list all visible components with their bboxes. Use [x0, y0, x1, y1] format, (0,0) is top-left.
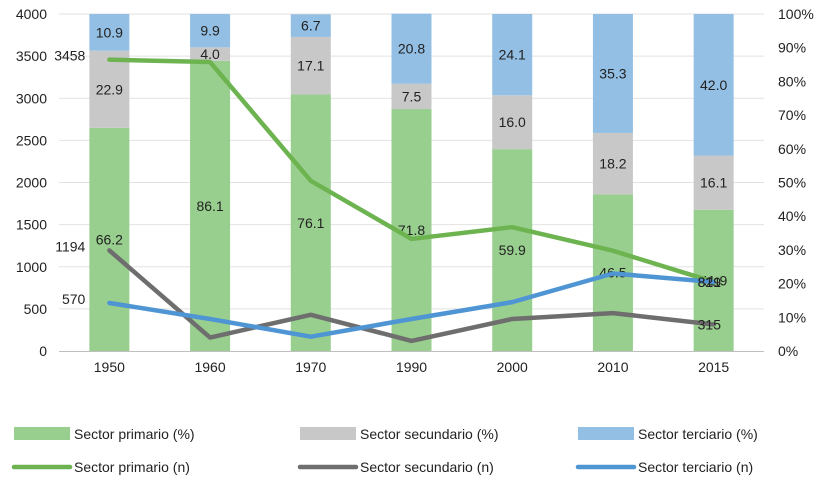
y-left-tick-label: 2000: [16, 175, 47, 191]
legend-swatch: [578, 427, 634, 440]
y-left-tick-label: 1000: [16, 259, 47, 275]
bar-segment: [592, 14, 633, 133]
legend-label: Sector secundario (n): [360, 459, 494, 475]
bar-data-label: 35.3: [599, 65, 626, 81]
bar-data-label: 17.1: [297, 58, 324, 74]
y-left-tick-label: 1500: [16, 217, 47, 233]
legend-label: Sector terciario (n): [638, 459, 753, 475]
y-right-tick-label: 30%: [778, 242, 806, 258]
line-data-label: 1194: [55, 238, 85, 254]
y-axis-left: 0 500 1000 1500 2000 2500 3000 3500 4000: [16, 6, 47, 359]
line-series: [107, 57, 716, 285]
bar-data-label: 7.5: [402, 88, 422, 104]
y-left-tick-label: 2500: [16, 132, 47, 148]
bar-segment: [592, 132, 633, 195]
line-series: [107, 271, 716, 339]
legend-swatch: [14, 427, 70, 440]
y-right-tick-label: 100%: [778, 6, 814, 22]
bar-segment: [693, 155, 734, 210]
x-tick-label: 2015: [698, 359, 729, 375]
bar-data-label: 10.9: [96, 24, 123, 40]
x-tick-label: 2000: [497, 359, 528, 375]
line-layer: [107, 57, 716, 344]
bar-data-label: 86.1: [196, 198, 223, 214]
y-right-tick-label: 50%: [778, 175, 806, 191]
y-left-tick-label: 0: [39, 343, 47, 359]
x-tick-label: 1960: [194, 359, 225, 375]
bar-segment: [89, 14, 130, 51]
bar-label-layer: 66.222.910.986.14.09.976.117.16.771.87.5…: [96, 18, 728, 289]
y-left-tick-label: 4000: [16, 6, 47, 22]
legend-swatch: [300, 427, 356, 440]
bar-data-label: 59.9: [499, 242, 526, 258]
bar-segment: [391, 13, 432, 84]
bar-segment: [190, 47, 231, 61]
x-tick-label: 2010: [597, 359, 628, 375]
bar-segment: [492, 14, 533, 96]
line-data-label: 3458: [54, 48, 85, 64]
legend-label: Sector secundario (%): [360, 426, 499, 442]
line-data-label: 315: [698, 316, 722, 332]
x-tick-label: 1950: [94, 359, 125, 375]
y-right-tick-label: 40%: [778, 208, 806, 224]
legend-label: Sector primario (n): [74, 459, 190, 475]
y-left-tick-label: 3500: [16, 48, 47, 64]
y-right-tick-label: 90%: [778, 40, 806, 56]
legend: Sector primario (%) Sector secundario (%)…: [11, 426, 758, 475]
x-tick-label: 1970: [295, 359, 326, 375]
bar-data-label: 76.1: [297, 215, 324, 231]
y-right-tick-label: 20%: [778, 276, 806, 292]
bar-segment: [290, 14, 331, 37]
bar-data-label: 66.2: [96, 231, 123, 247]
y-right-tick-label: 70%: [778, 107, 806, 123]
bar-data-label: 24.1: [499, 47, 526, 63]
bar-segment: [290, 36, 331, 95]
bar-segment: [89, 50, 130, 128]
bar-segment: [190, 14, 231, 48]
y-right-tick-label: 60%: [778, 141, 806, 157]
line-data-label: 821: [698, 274, 722, 290]
line-label-layer: 3458 821 1194 315 570 819: [54, 48, 721, 333]
bar-data-label: 6.7: [301, 18, 321, 34]
legend-label: Sector primario (%): [74, 426, 195, 442]
bar-data-label: 20.8: [398, 41, 425, 57]
y-left-tick-label: 500: [24, 301, 48, 317]
bar-data-label: 4.0: [200, 46, 220, 62]
x-tick-labels: 1950 1960 1970 1990 2000 2010 2015: [94, 359, 730, 375]
bar-segment: [492, 95, 533, 150]
line-series: [107, 248, 716, 344]
bar-segment: [89, 127, 130, 351]
bar-data-label: 16.1: [700, 175, 727, 191]
line-data-label: 570: [62, 291, 86, 307]
bar-data-label: 18.2: [599, 156, 626, 172]
bar-segment: [190, 60, 231, 352]
bar-segment: [290, 94, 331, 351]
bar-data-label: 16.0: [499, 114, 526, 130]
y-right-tick-label: 0%: [778, 343, 798, 359]
legend-label: Sector terciario (%): [638, 426, 758, 442]
y-left-tick-label: 3000: [16, 90, 47, 106]
bar-data-label: 22.9: [96, 81, 123, 97]
x-tick-label: 1990: [396, 359, 427, 375]
y-axis-right: 0% 10% 20% 30% 40% 50% 60% 70% 80% 90% 100%: [778, 6, 814, 359]
bar-data-label: 42.0: [700, 77, 727, 93]
bar-data-label: 9.9: [200, 23, 220, 39]
bar-segment: [693, 14, 734, 156]
y-right-tick-label: 10%: [778, 309, 806, 325]
bar-segment: [391, 83, 432, 110]
bar-layer: [89, 13, 734, 352]
line-data-label: 819: [698, 274, 722, 290]
y-right-tick-label: 80%: [778, 73, 806, 89]
